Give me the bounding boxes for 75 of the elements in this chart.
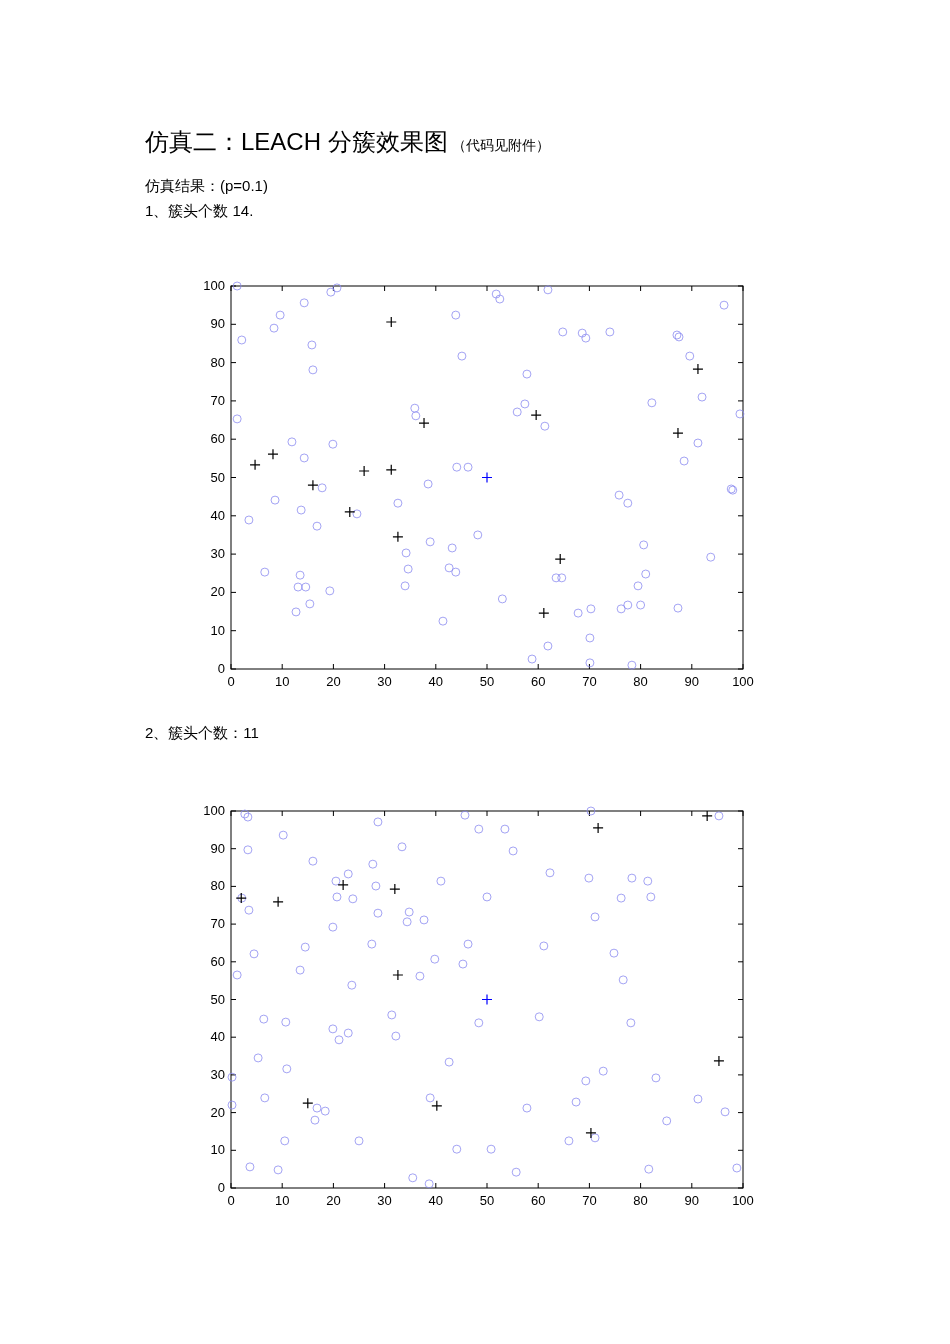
x-tick-label: 50: [479, 1193, 495, 1208]
point: [385, 316, 397, 328]
point: [392, 969, 404, 981]
point: [344, 506, 356, 518]
y-tick-label: 60: [210, 953, 225, 969]
point: [692, 363, 704, 375]
y-tick-label: 40: [210, 507, 225, 523]
point: [538, 607, 550, 619]
point: [385, 464, 397, 476]
point: [481, 993, 493, 1006]
x-tick-label: 100: [732, 1193, 754, 1208]
point: [392, 531, 404, 543]
x-tick-label: 10: [274, 1193, 290, 1208]
x-tick-label: 10: [274, 674, 290, 689]
y-tick-label: 50: [210, 469, 225, 485]
point: [337, 879, 349, 891]
x-tick-label: 20: [326, 674, 341, 689]
x-tick-label: 80: [633, 674, 648, 689]
y-tick-label: 50: [210, 991, 225, 1007]
point: [672, 427, 684, 439]
x-tick-label: 30: [377, 674, 392, 689]
point: [585, 1127, 597, 1139]
x-tick-label: 90: [684, 1193, 700, 1208]
x-tick-label: 60: [530, 1193, 546, 1208]
point: [530, 409, 542, 421]
point: [249, 459, 261, 471]
point: [307, 479, 319, 491]
text: 仿真结果：(p=0.1): [144, 177, 268, 194]
text: 1、簇头个数 14.: [145, 202, 254, 219]
y-tick-label: 70: [210, 392, 225, 408]
y-tick-label: 60: [210, 431, 225, 447]
x-tick-label: 70: [582, 674, 597, 689]
x-tick-label: 90: [684, 674, 700, 689]
point: [431, 1100, 443, 1112]
y-tick-label: 90: [210, 316, 225, 332]
point: [302, 1097, 314, 1109]
y-tick-label: 100: [203, 803, 225, 818]
x-tick-label: 80: [633, 1193, 648, 1208]
y-tick-label: 80: [210, 354, 225, 370]
y-tick-label: 30: [210, 546, 225, 562]
y-tick-label: 100: [203, 278, 225, 293]
point: [481, 471, 493, 484]
x-tick-label: 20: [326, 1193, 341, 1208]
x-tick-label: 40: [428, 674, 444, 689]
x-tick-label: 70: [582, 1193, 597, 1208]
point: [272, 896, 284, 908]
x-tick-label: 60: [530, 674, 546, 689]
chart-title: 2、簇头个数：11: [145, 724, 259, 741]
y-tick-label: 70: [210, 916, 225, 932]
x-tick-label: 0: [227, 1193, 235, 1208]
y-tick-label: 40: [210, 1029, 225, 1045]
point: [713, 1055, 725, 1067]
y-tick-label: 0: [217, 661, 225, 676]
y-tick-label: 30: [210, 1066, 225, 1082]
x-tick-label: 100: [732, 674, 754, 689]
point: [701, 810, 713, 822]
point: [592, 822, 604, 834]
y-tick-label: 10: [210, 1142, 225, 1158]
point: [358, 465, 370, 477]
y-tick-label: 20: [210, 584, 225, 600]
x-tick-label: 40: [428, 1193, 444, 1208]
x-tick-label: 0: [227, 674, 235, 689]
x-tick-label: 50: [479, 674, 495, 689]
y-tick-label: 10: [210, 622, 225, 638]
chart-title: 仿真二：LEACH 分簇效果图: [145, 128, 448, 155]
y-tick-label: 90: [210, 840, 225, 856]
point: [418, 417, 430, 429]
y-tick-label: 20: [210, 1104, 225, 1120]
x-tick-label: 30: [377, 1193, 392, 1208]
point: [267, 448, 279, 460]
point: [554, 553, 566, 565]
y-tick-label: 80: [210, 878, 225, 894]
chart-subtitle: （代码见附件）: [451, 137, 550, 153]
y-tick-label: 0: [217, 1180, 225, 1195]
point: [389, 883, 401, 895]
